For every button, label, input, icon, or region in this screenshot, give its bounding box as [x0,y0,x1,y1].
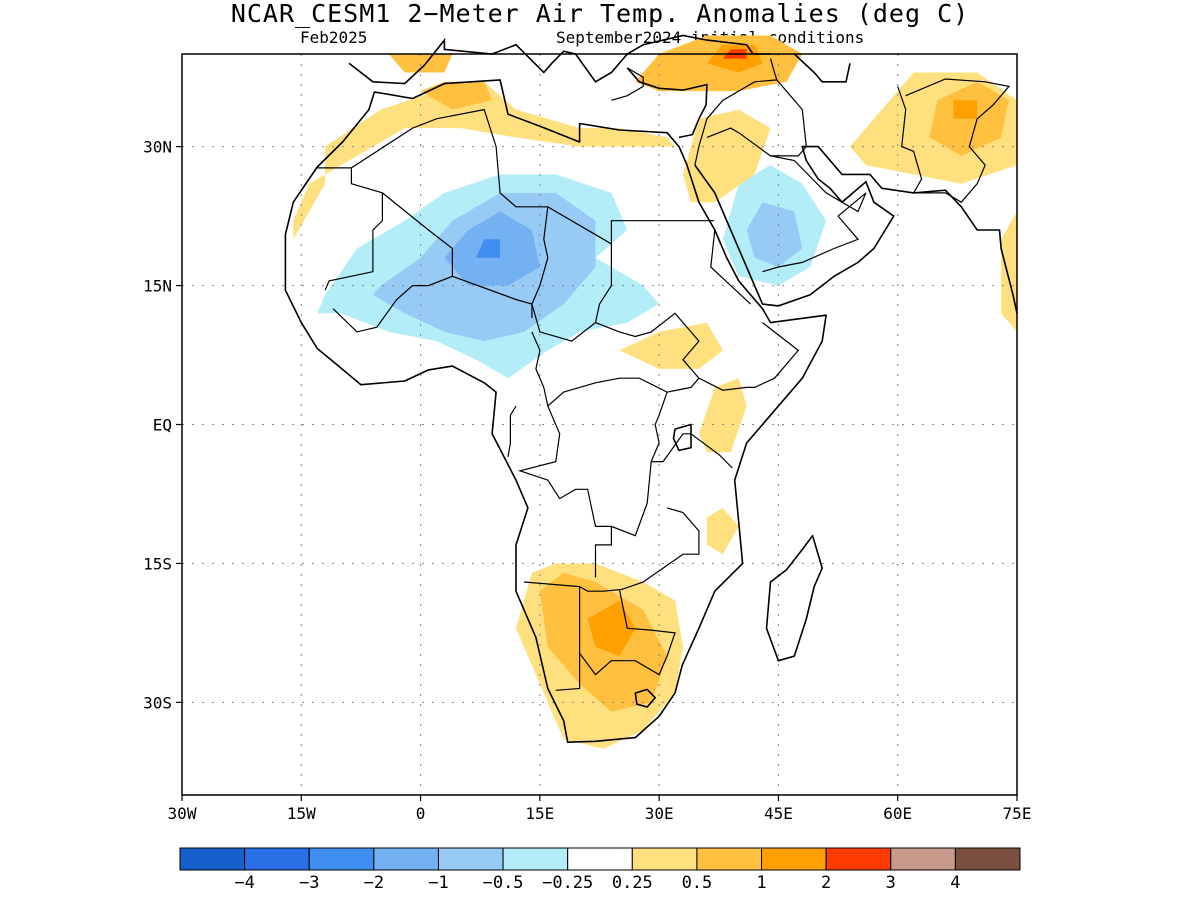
colorbar-label: 2 [821,873,831,893]
colorbar-swatch [761,847,827,871]
africa-coastline [284,79,827,743]
colorbar [179,847,1021,871]
map-title: NCAR_CESM1 2−Meter Air Temp. Anomalies (… [230,0,970,28]
colorbar-swatch [308,847,375,871]
lesotho-border [634,688,656,708]
warm-iran-core [953,100,978,119]
warm-india [1001,211,1017,332]
colorbar-label: 4 [950,873,960,893]
country-border [651,433,733,469]
warm-spain [388,54,453,73]
y-tick-label: EQ [153,416,172,435]
colorbar-label: −2 [364,873,384,893]
country-border [594,526,612,578]
warm-eastafrica [698,378,747,453]
x-tick-label: 60E [883,804,912,823]
colorbar-labels: −4 −3 −2 −1 −0.5 −0.25 0.25 0.5 1 2 3 4 [234,873,960,893]
colorbar-label: 3 [886,873,896,893]
y-tick-label: 30S [143,693,172,712]
warm-med-coast [293,81,675,240]
colorbar-swatch [502,847,569,871]
x-tick-label: 45E [764,804,793,823]
country-border [897,78,1011,203]
colorbar-label: −3 [299,873,319,893]
colorbar-label: 0.5 [682,873,713,893]
country-border [611,67,644,101]
country-border [351,108,714,245]
colorbar-swatch [567,847,633,871]
colorbar-label: −1 [428,873,448,893]
x-tick-label: 30W [168,804,197,823]
caspian-coastline [793,53,851,83]
colorbar-label: −0.25 [542,873,593,893]
x-tick-label: 0 [416,804,426,823]
x-tick-label: 75E [1003,804,1032,823]
country-border [317,167,383,291]
country-border [452,275,533,318]
colorbar-swatch [825,847,892,871]
country-border [769,58,778,81]
anomaly-shading [293,35,1017,749]
country-border [332,192,453,333]
colorbar-label: 1 [756,873,766,893]
colorbar-swatch [437,847,504,871]
warm-south-core [587,600,636,657]
country-border [531,206,612,342]
europe-coastline [348,34,771,85]
cool-arabia-inner [746,202,803,267]
y-tick-label: 15N [143,277,172,296]
country-border [531,312,700,408]
madagascar-coastline [765,534,823,662]
country-border [523,507,700,592]
arabia-coastline [694,145,1018,314]
colorbar-label: −0.5 [483,873,524,893]
y-tick-label: 30N [143,138,172,157]
x-tick-label: 15E [525,804,554,823]
colorbar-label: 0.25 [612,873,653,893]
country-border [507,405,517,458]
x-axis-ticks: 30W 15W 0 15E 30E 45E 60E 75E [168,795,1032,823]
x-tick-label: 15W [287,804,316,823]
y-axis-ticks: 30N 15N EQ 15S 30S [143,138,182,712]
country-border [710,229,752,305]
colorbar-swatch [890,847,956,871]
gridlines [182,54,1017,795]
warm-tanzania [706,507,739,555]
levant-coastline [626,67,708,139]
x-tick-label: 30E [645,804,674,823]
country-border [517,391,668,537]
country-border [579,589,676,676]
warm-med-mid [420,81,493,110]
colorbar-label: −4 [234,873,254,893]
colorbar-swatch [954,847,1021,871]
cool-sahara-core [476,239,501,258]
country-border [694,79,807,166]
coastline [284,34,1018,743]
warm-iran-mid [929,81,1009,156]
colorbar-swatch [244,847,310,871]
country-border [698,322,800,391]
y-tick-label: 15S [143,554,172,573]
country-border [762,155,867,273]
lake-victoria [672,423,692,452]
colorbar-swatch [696,847,763,871]
colorbar-swatch [179,847,246,871]
country-borders [317,58,1011,691]
colorbar-swatch [631,847,698,871]
forecast-month: Feb2025 [300,28,368,47]
warm-sudan-south [619,322,723,369]
colorbar-swatch [373,847,439,871]
